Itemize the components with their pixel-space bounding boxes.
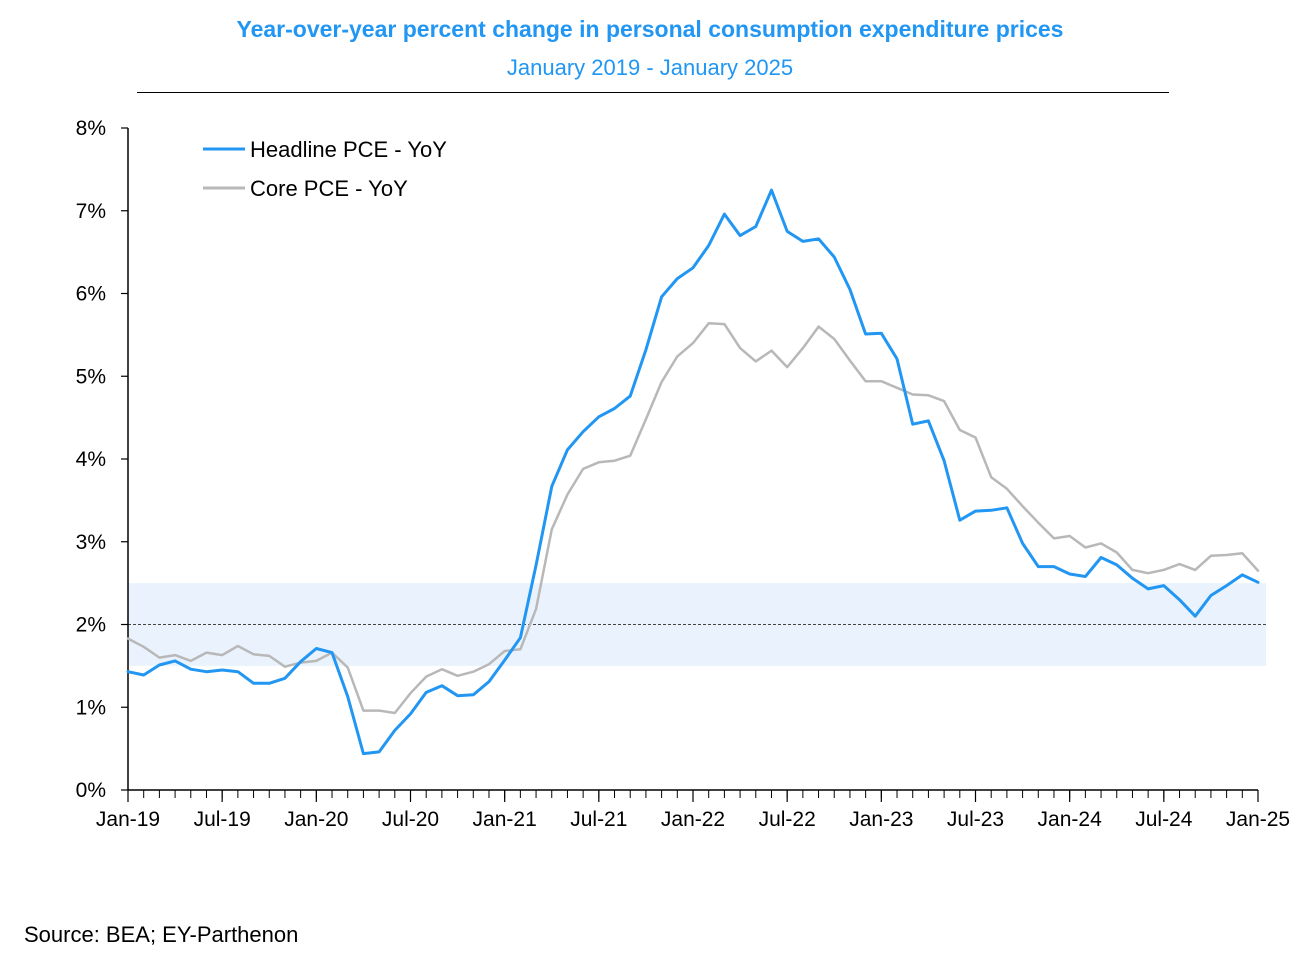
x-tick-label: Jan-20 bbox=[284, 808, 348, 831]
y-tick-label: 1% bbox=[76, 696, 106, 719]
target-band bbox=[128, 583, 1266, 666]
y-tick-label: 4% bbox=[76, 448, 106, 471]
chart-title: Year-over-year percent change in persona… bbox=[236, 16, 1064, 42]
legend-core-label: Core PCE - YoY bbox=[250, 176, 408, 201]
x-tick-label: Jul-21 bbox=[570, 808, 627, 831]
x-tick-label: Jan-22 bbox=[661, 808, 725, 831]
headline-pce-line bbox=[126, 188, 1260, 756]
y-tick-label: 6% bbox=[76, 283, 106, 306]
y-tick-label: 3% bbox=[76, 531, 106, 554]
y-tick-label: 8% bbox=[76, 117, 106, 140]
y-tick-label: 2% bbox=[76, 614, 106, 637]
x-tick-label: Jan-24 bbox=[1038, 808, 1103, 831]
y-tick-label: 7% bbox=[76, 200, 106, 223]
x-tick-label: Jul-20 bbox=[382, 808, 439, 831]
legend-headline: Headline PCE - YoY bbox=[203, 137, 447, 162]
x-tick-label: Jul-24 bbox=[1135, 808, 1193, 831]
x-tick-label: Jan-19 bbox=[96, 808, 160, 831]
y-tick-label: 0% bbox=[76, 779, 106, 802]
title-divider bbox=[137, 92, 1169, 93]
y-tick-label: 5% bbox=[76, 365, 106, 388]
x-tick-label: Jul-22 bbox=[759, 808, 816, 831]
x-tick-label: Jan-25 bbox=[1226, 808, 1290, 831]
x-tick-label: Jul-19 bbox=[194, 808, 251, 831]
x-tick-label: Jan-23 bbox=[849, 808, 913, 831]
legend-core: Core PCE - YoY bbox=[203, 176, 408, 201]
x-tick-label: Jan-21 bbox=[473, 808, 537, 831]
x-tick-label: Jul-23 bbox=[947, 808, 1004, 831]
legend-headline-label: Headline PCE - YoY bbox=[250, 137, 447, 162]
source-note: Source: BEA; EY-Parthenon bbox=[24, 922, 299, 947]
chart-subtitle: January 2019 - January 2025 bbox=[506, 55, 794, 80]
core-pce-line bbox=[126, 322, 1260, 715]
